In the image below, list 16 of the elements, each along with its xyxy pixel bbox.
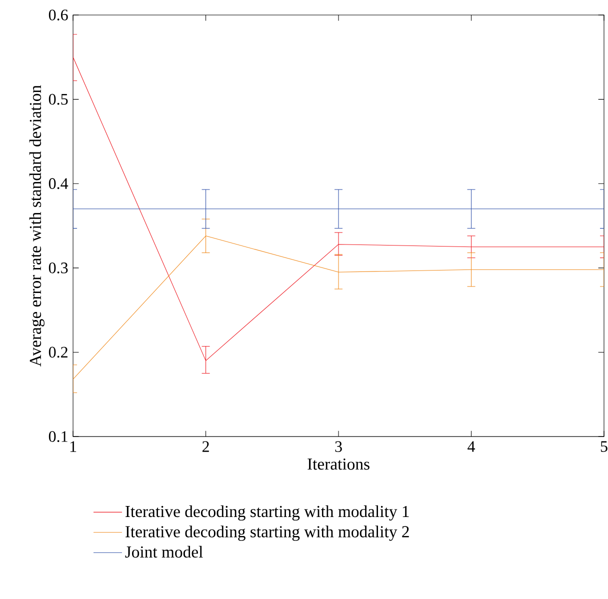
x-tick-label: 4 (468, 441, 476, 452)
x-tick-label: 1 (70, 441, 76, 452)
y-axis-title: Average error rate with standard deviation (29, 85, 44, 367)
legend-label: Joint model (125, 546, 203, 558)
x-axis-title: Iterations (308, 458, 370, 470)
x-tick-label: 5 (600, 441, 608, 452)
x-tick-label: 2 (202, 441, 209, 452)
legend-label: Iterative decoding starting with modality 1 (126, 506, 409, 521)
y-tick-label: 0.6 (48, 10, 68, 21)
legend-label: Iterative decoding starting with modality 2 (126, 526, 409, 541)
y-tick-label: 0.5 (48, 94, 68, 105)
y-tick-label: 0.4 (48, 178, 68, 190)
y-tick-label: 0.3 (48, 262, 68, 274)
y-tick-label: 0.2 (48, 346, 68, 358)
x-tick-label: 3 (335, 441, 342, 452)
y-tick-label: 0.1 (48, 431, 68, 442)
